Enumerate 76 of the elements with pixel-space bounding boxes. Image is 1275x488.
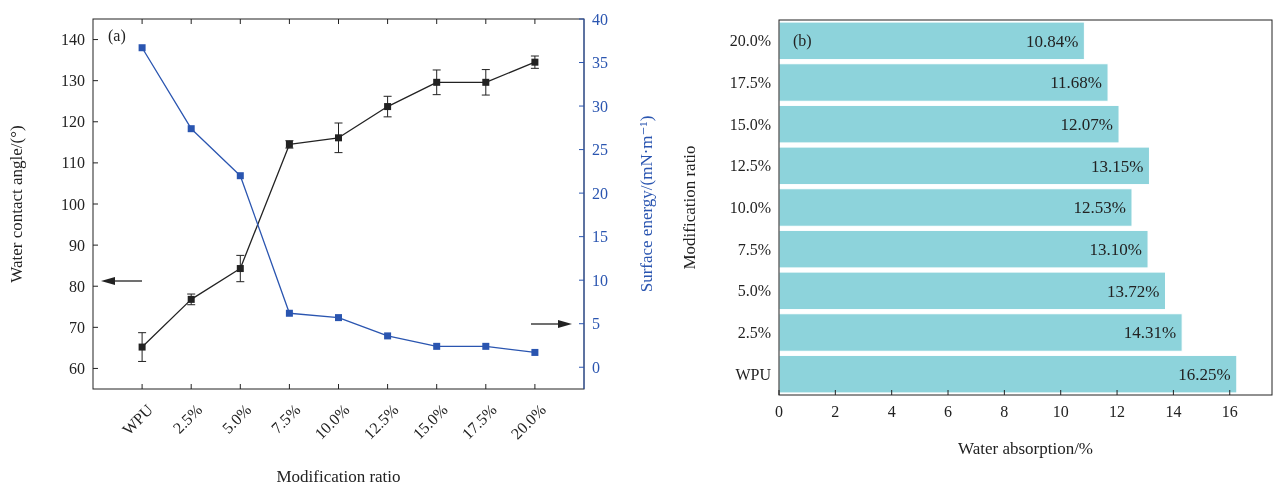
y2-tick-label: 25	[592, 141, 608, 159]
y2-tick-label: 0	[592, 358, 600, 376]
x-tick-label: 0	[775, 403, 783, 420]
y-tick-label: 120	[61, 113, 85, 131]
x-axis-title: Water absorption/%	[957, 439, 1094, 458]
y-tick-label: 60	[69, 360, 85, 378]
data-label: 11.68%	[1050, 73, 1103, 93]
y-axis-title: Water contact angle/(°)	[7, 125, 26, 283]
bar	[778, 188, 1133, 227]
y2-tick-label: 10	[592, 271, 608, 289]
x-tick-label: 8	[1000, 403, 1009, 420]
y-tick-label: 100	[61, 195, 85, 213]
annotation: (a)	[108, 27, 126, 45]
y-tick-label: 140	[61, 31, 85, 49]
y-tick-label: 17.5%	[729, 74, 771, 92]
bar	[778, 313, 1183, 352]
point	[236, 265, 244, 273]
y-tick-label: 10.0%	[729, 199, 771, 217]
bar	[778, 63, 1109, 102]
point	[335, 134, 342, 142]
x-tick-label: 6	[944, 403, 953, 420]
data-label: 12.53%	[1073, 198, 1126, 218]
y-tick-label: 20.0%	[729, 32, 771, 50]
x-tick-label: 16	[1221, 403, 1238, 420]
point	[384, 103, 392, 111]
annotation: (b)	[793, 32, 812, 50]
data-label: 10.84%	[1025, 31, 1079, 51]
point	[482, 342, 490, 350]
y2-tick-label: 35	[592, 54, 608, 72]
y2-tick-label: 5	[592, 315, 600, 333]
data-label: 12.07%	[1060, 115, 1114, 135]
point	[433, 78, 441, 86]
point	[335, 314, 342, 322]
point	[187, 125, 195, 133]
y2-tick-label: 15	[592, 228, 608, 246]
y2-tick-label: 40	[592, 10, 608, 28]
y2-tick-label: 30	[592, 97, 608, 115]
data-label: 16.25%	[1178, 365, 1231, 385]
y-tick-label: 5.0%	[737, 282, 771, 300]
point	[138, 44, 146, 52]
bar	[778, 21, 1085, 61]
y2-axis-title: Surface energy/(mN·m⁻¹)	[637, 115, 656, 293]
y-axis-title: Modification ratio	[680, 145, 699, 270]
bar	[778, 229, 1149, 269]
y-tick-label: 70	[69, 318, 85, 336]
x-tick-label: 12	[1109, 403, 1126, 420]
x-axis-title: Modification ratio	[276, 467, 401, 486]
y-tick-label: 110	[61, 154, 85, 172]
point	[384, 332, 392, 340]
bar	[778, 104, 1120, 144]
data-label: 13.10%	[1089, 240, 1143, 260]
y-tick-label: 2.5%	[737, 324, 771, 342]
bar	[778, 354, 1238, 394]
y-tick-label: 15.0%	[729, 115, 771, 133]
y-tick-label: 130	[61, 72, 85, 90]
y2-tick-label: 20	[592, 184, 608, 202]
point	[236, 172, 244, 180]
point	[138, 343, 146, 351]
y-tick-label: 90	[69, 236, 85, 254]
data-label: 13.15%	[1091, 156, 1144, 176]
x-tick-label: 4	[887, 403, 896, 420]
point	[285, 309, 293, 317]
bar	[778, 146, 1150, 186]
point	[482, 78, 490, 86]
point	[531, 348, 539, 356]
data-label: 13.72%	[1107, 281, 1160, 301]
y-tick-label: WPU	[735, 365, 772, 383]
bar	[778, 271, 1167, 311]
x-tick-label: 14	[1165, 403, 1182, 420]
point	[433, 342, 441, 350]
y-tick-label: 12.5%	[729, 157, 771, 175]
y-tick-label: 80	[69, 277, 85, 295]
x-tick-label: 2	[831, 403, 840, 420]
data-label: 14.31%	[1123, 323, 1177, 343]
y-tick-label: 7.5%	[737, 240, 771, 258]
x-tick-label: 10	[1052, 403, 1069, 420]
